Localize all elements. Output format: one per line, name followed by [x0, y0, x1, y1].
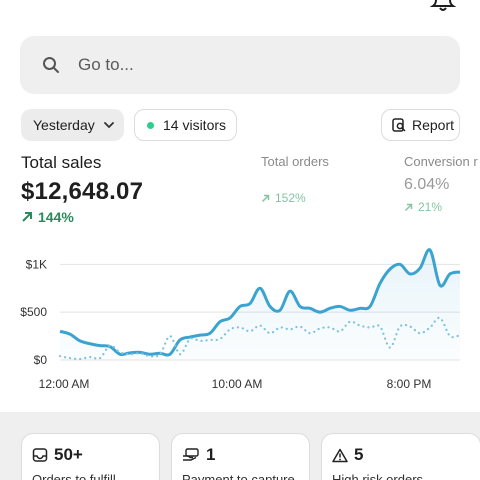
metric-total-sales[interactable]: Total sales $12,648.07 144% [21, 153, 143, 225]
series-area [60, 249, 460, 360]
arrow-up-right-icon [261, 194, 270, 202]
live-visitors-button[interactable]: 14 visitors [134, 109, 237, 141]
search-icon [43, 57, 59, 73]
metric-total-orders[interactable]: Total orders 152% [261, 154, 329, 205]
metric-label: Conversion r [404, 154, 478, 169]
card-label: High risk orders [332, 472, 424, 480]
visitors-label: 14 visitors [163, 117, 227, 133]
metric-change: 21% [404, 200, 478, 214]
date-range-selector[interactable]: Yesterday [21, 109, 124, 141]
metric-label: Total orders [261, 154, 329, 169]
x-tick-label: 8:00 PM [387, 377, 432, 391]
high-risk-orders-card[interactable]: 5 High risk orders [321, 433, 480, 480]
search-bar[interactable]: Go to... [20, 36, 460, 94]
date-range-label: Yesterday [33, 117, 95, 133]
search-placeholder: Go to... [78, 55, 134, 74]
series-line-comparison [58, 316, 462, 361]
sales-line-chart: $0 $500 $1K 12:00 AM 10:00 AM 8:00 PM [20, 248, 462, 391]
payment-to-capture-card[interactable]: 1 Payment to capture [171, 433, 310, 480]
metric-value: $12,648.07 [21, 178, 144, 205]
report-label: Report [412, 117, 455, 133]
chevron-down-icon [103, 122, 114, 129]
x-tick-label: 12:00 AM [39, 377, 90, 391]
card-value: 1 [206, 445, 216, 464]
y-tick-label: $0 [34, 353, 48, 367]
metric-change: 144% [21, 209, 143, 225]
metric-change-value: 152% [275, 191, 306, 205]
inbox-icon [32, 448, 48, 462]
arrow-up-right-icon [404, 203, 413, 211]
y-tick-label: $1K [26, 257, 47, 271]
card-value: 5 [354, 445, 364, 464]
x-tick-label: 10:00 AM [212, 377, 263, 391]
arrow-up-right-icon [22, 212, 32, 222]
report-button[interactable]: Report [381, 109, 460, 141]
metric-conversion-rate[interactable]: Conversion r 6.04% 21% [404, 154, 478, 214]
metric-value: 6.04% [404, 176, 450, 193]
metric-change-value: 21% [418, 200, 443, 214]
y-tick-label: $500 [20, 305, 47, 319]
report-search-icon [392, 118, 406, 132]
metric-label: Total sales [21, 153, 102, 172]
warning-icon [332, 448, 348, 462]
card-label: Payment to capture [182, 472, 295, 480]
orders-to-fulfill-card[interactable]: 50+ Orders to fulfill [21, 433, 160, 480]
live-status-dot [147, 121, 154, 129]
bell-icon[interactable] [430, 0, 456, 12]
metric-change-value: 144% [38, 209, 74, 225]
card-value: 50+ [54, 445, 83, 464]
summary-panel: 50+ Orders to fulfill 1 Payment to captu… [0, 412, 480, 480]
payment-hand-icon [183, 448, 199, 461]
metric-change: 152% [261, 191, 329, 205]
card-label: Orders to fulfill [32, 472, 116, 480]
